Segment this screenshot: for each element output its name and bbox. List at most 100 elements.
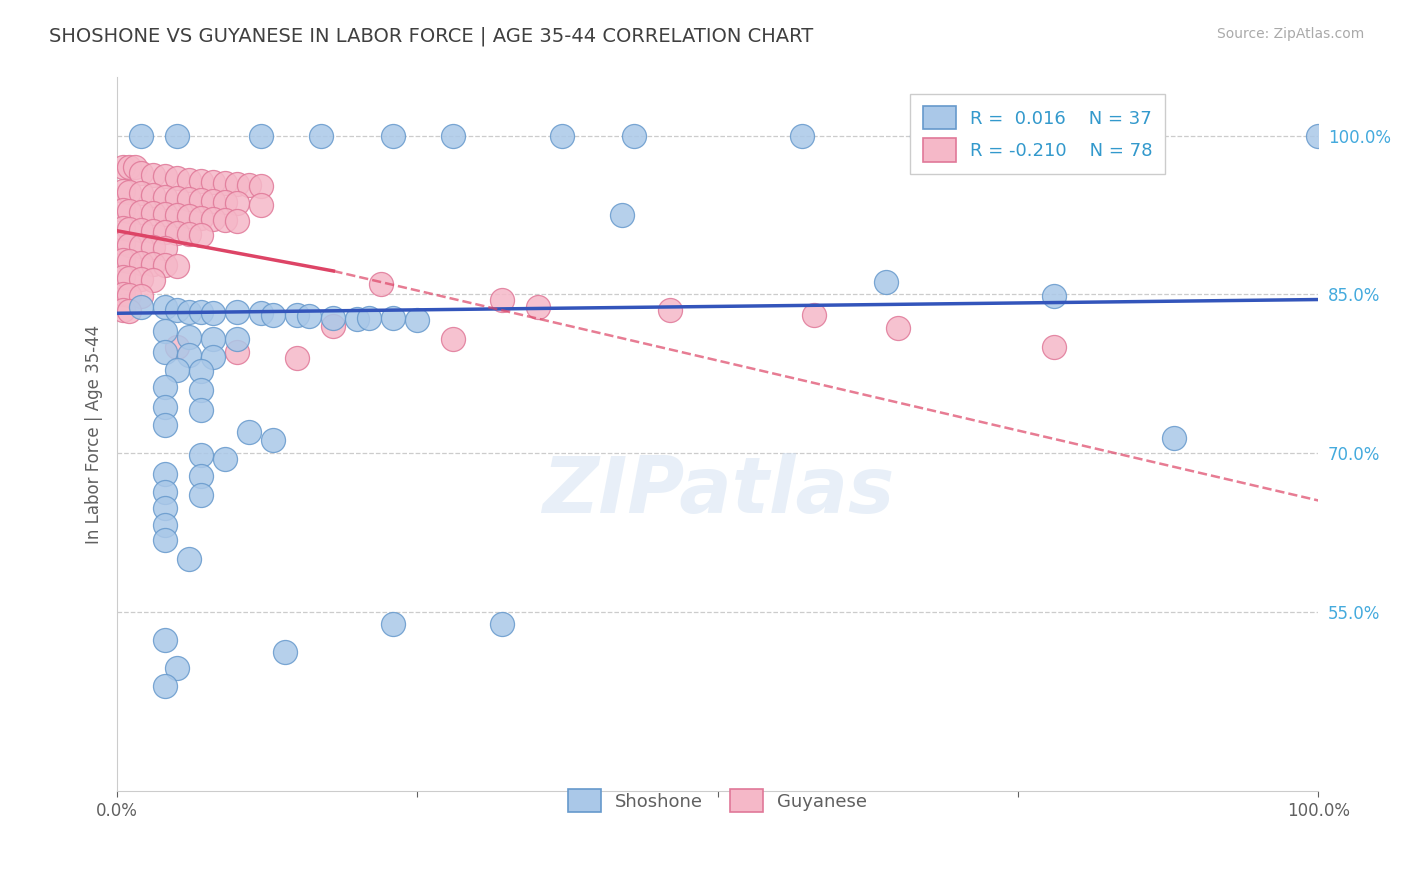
Point xyxy=(803,309,825,323)
Point xyxy=(129,255,152,269)
Point xyxy=(526,300,548,314)
Point xyxy=(124,161,146,175)
Point xyxy=(250,128,273,143)
Point xyxy=(322,310,344,325)
Point xyxy=(311,128,333,143)
Point xyxy=(250,306,273,320)
Point xyxy=(112,253,135,268)
Point xyxy=(214,452,236,467)
Point xyxy=(155,169,177,183)
Point xyxy=(112,270,135,285)
Point xyxy=(142,240,165,254)
Point xyxy=(382,128,405,143)
Point xyxy=(166,303,188,318)
Point xyxy=(155,533,177,547)
Point xyxy=(190,448,212,462)
Point xyxy=(790,128,813,143)
Point xyxy=(370,277,392,291)
Point xyxy=(190,364,212,378)
Point xyxy=(1043,340,1066,354)
Point xyxy=(202,212,225,227)
Point xyxy=(359,310,381,325)
Point xyxy=(491,293,513,307)
Point xyxy=(112,161,135,175)
Point xyxy=(142,273,165,287)
Point xyxy=(262,433,284,447)
Point xyxy=(155,190,177,204)
Point xyxy=(262,309,284,323)
Point xyxy=(155,633,177,648)
Text: Source: ZipAtlas.com: Source: ZipAtlas.com xyxy=(1216,27,1364,41)
Point xyxy=(875,275,897,289)
Point xyxy=(112,236,135,251)
Point xyxy=(155,418,177,433)
Point xyxy=(443,128,465,143)
Point xyxy=(118,288,141,302)
Point xyxy=(112,202,135,217)
Point xyxy=(179,209,201,223)
Point xyxy=(118,304,141,318)
Text: SHOSHONE VS GUYANESE IN LABOR FORCE | AGE 35-44 CORRELATION CHART: SHOSHONE VS GUYANESE IN LABOR FORCE | AG… xyxy=(49,27,814,46)
Point xyxy=(112,287,135,301)
Point xyxy=(118,271,141,285)
Point xyxy=(129,186,152,200)
Point xyxy=(112,220,135,235)
Point xyxy=(155,500,177,515)
Point xyxy=(250,179,273,194)
Point xyxy=(238,178,260,193)
Point xyxy=(550,128,572,143)
Point xyxy=(190,227,212,242)
Point xyxy=(118,185,141,199)
Point xyxy=(1043,289,1066,303)
Point xyxy=(202,194,225,209)
Point xyxy=(202,175,225,189)
Point xyxy=(155,380,177,394)
Point xyxy=(406,312,429,326)
Point xyxy=(129,223,152,237)
Point xyxy=(226,196,249,211)
Point xyxy=(285,351,308,365)
Point xyxy=(155,241,177,255)
Point xyxy=(226,178,249,192)
Point xyxy=(142,256,165,270)
Point xyxy=(226,345,249,359)
Point xyxy=(155,345,177,359)
Point xyxy=(226,214,249,228)
Point xyxy=(129,300,152,314)
Point xyxy=(190,193,212,207)
Point xyxy=(179,173,201,187)
Point xyxy=(610,208,633,222)
Point xyxy=(118,254,141,268)
Point xyxy=(202,350,225,364)
Point xyxy=(238,425,260,439)
Point xyxy=(250,198,273,212)
Point xyxy=(202,306,225,320)
Point xyxy=(166,363,188,377)
Point xyxy=(226,332,249,346)
Point xyxy=(166,170,188,185)
Point xyxy=(142,206,165,220)
Point xyxy=(155,467,177,481)
Point xyxy=(166,226,188,240)
Point xyxy=(166,660,188,674)
Point xyxy=(285,309,308,323)
Point xyxy=(346,311,368,326)
Point xyxy=(179,551,201,566)
Legend: Shoshone, Guyanese: Shoshone, Guyanese xyxy=(555,777,880,825)
Point xyxy=(166,259,188,273)
Point xyxy=(155,517,177,532)
Point xyxy=(190,402,212,417)
Point xyxy=(214,213,236,227)
Point xyxy=(118,203,141,218)
Point xyxy=(155,401,177,415)
Point xyxy=(179,227,201,241)
Point xyxy=(274,645,297,659)
Point xyxy=(658,303,681,318)
Point xyxy=(129,272,152,286)
Point xyxy=(155,225,177,239)
Point xyxy=(382,617,405,632)
Point xyxy=(226,305,249,319)
Point xyxy=(166,128,188,143)
Point xyxy=(112,184,135,198)
Point xyxy=(190,488,212,502)
